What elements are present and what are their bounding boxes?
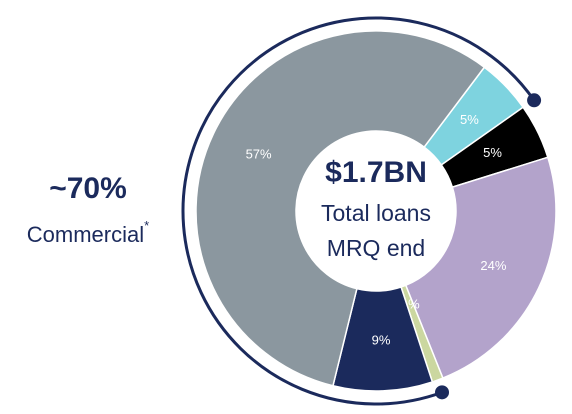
callout-note: *: [144, 218, 149, 233]
commercial-bracket: [181, 16, 536, 406]
slice: [195, 30, 486, 387]
slice-label: 57%: [246, 147, 272, 162]
slice-label: 5%: [460, 112, 479, 127]
slice-label: 24%: [480, 258, 506, 273]
slice-label: 9%: [372, 332, 391, 347]
bracket-end: [435, 385, 450, 400]
callout-label-text: Commercial: [27, 222, 144, 247]
callout-value: ~70%: [49, 172, 127, 205]
center-line: Total loans: [321, 200, 431, 226]
bracket-end: [527, 93, 542, 108]
callout-label: Commercial*: [27, 218, 149, 246]
donut: 5%5%24%1%9%57%: [195, 30, 557, 392]
slice-label: 5%: [483, 145, 502, 160]
center-line: MRQ end: [327, 235, 425, 261]
center-value: $1.7BN: [325, 156, 427, 189]
slice: [404, 156, 557, 380]
